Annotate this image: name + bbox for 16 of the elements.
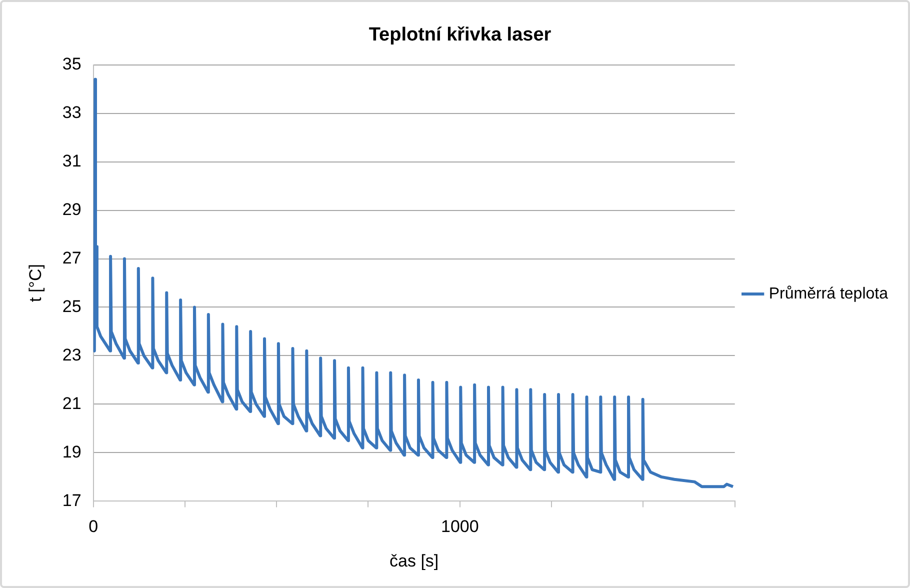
legend-label: Průměrrá teplota	[768, 285, 888, 302]
y-axis-title: t [°C]	[26, 264, 45, 302]
x-tick-label: 0	[88, 517, 98, 536]
y-tick-label: 21	[62, 394, 82, 413]
x-tick-label: 1000	[440, 517, 479, 536]
y-tick-label: 31	[62, 151, 82, 170]
y-tick-label: 25	[62, 296, 82, 316]
y-tick-label: 19	[62, 442, 82, 462]
y-tick-label: 17	[62, 490, 82, 510]
y-tick-label: 27	[62, 248, 82, 268]
x-axis-title: čas [s]	[390, 551, 439, 570]
chart-title: Teplotní křivka laser	[368, 24, 552, 46]
y-tick-label: 35	[62, 54, 82, 74]
y-tick-label: 23	[62, 345, 82, 364]
y-tick-label: 33	[62, 102, 82, 122]
y-tick-label: 29	[62, 200, 82, 219]
